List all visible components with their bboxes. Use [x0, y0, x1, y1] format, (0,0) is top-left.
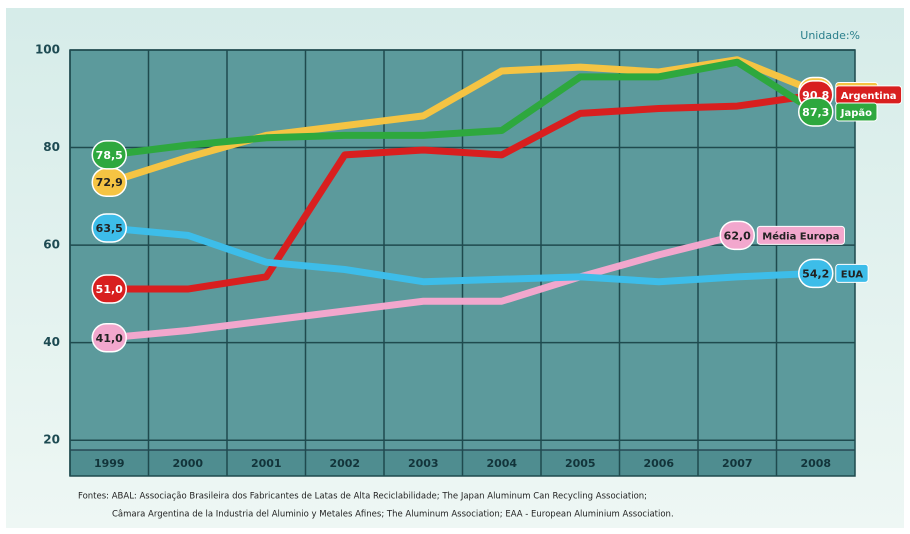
- y-tick-label: 100: [35, 43, 60, 57]
- value-label-badge: [91, 274, 127, 304]
- x-tick-label: 1999: [94, 457, 125, 470]
- value-label: 72,9: [96, 176, 123, 189]
- series-name: Média Europa: [762, 230, 839, 242]
- y-tick-label: 80: [43, 140, 60, 154]
- x-tick-label: 2002: [329, 457, 360, 470]
- y-tick-label: 20: [43, 433, 60, 447]
- x-tick-label: 2001: [251, 457, 282, 470]
- series-name: Japão: [840, 108, 872, 119]
- series-line: [105, 224, 820, 286]
- series-line: [105, 91, 820, 293]
- x-tick-label: 2000: [172, 457, 203, 470]
- unit-label: Unidade:%: [800, 29, 860, 42]
- y-tick-label: 60: [43, 238, 60, 252]
- plot-frame: [69, 49, 856, 477]
- value-label: 54,2: [802, 267, 829, 280]
- series-line: [105, 56, 820, 186]
- value-label-badge: [91, 323, 127, 353]
- series-line: [105, 231, 741, 342]
- value-label: 63,5: [96, 222, 123, 235]
- series-name-badge: [835, 263, 869, 283]
- series-name: EUA: [841, 269, 864, 280]
- x-tick-label: 2006: [643, 457, 674, 470]
- series-line: [105, 58, 820, 159]
- series-name-badge: [756, 225, 845, 245]
- source-note: Câmara Argentina de la Industria del Alu…: [112, 510, 674, 520]
- series-name: Argentina: [841, 91, 897, 102]
- value-label-badge: [91, 213, 127, 243]
- value-label: 78,5: [96, 149, 123, 162]
- value-label-badge: [91, 140, 127, 170]
- x-tick-label: 2007: [722, 457, 753, 470]
- y-tick-label: 40: [43, 335, 60, 349]
- value-label: 62,0: [724, 229, 751, 242]
- value-label: 87,3: [802, 106, 829, 119]
- x-tick-label: 2004: [486, 457, 517, 470]
- source-note: Fontes: ABAL: Associação Brasileira dos …: [78, 492, 647, 502]
- value-label-badge: [798, 97, 834, 127]
- value-label-badge: [719, 220, 755, 251]
- value-label: 51,0: [96, 283, 123, 296]
- x-tick-label: 2003: [408, 457, 439, 470]
- series-name-badge: [835, 102, 878, 122]
- value-label-badge: [798, 258, 834, 289]
- value-label: 41,0: [96, 332, 123, 345]
- x-tick-label: 2005: [565, 457, 596, 470]
- x-tick-label: 2008: [800, 457, 831, 470]
